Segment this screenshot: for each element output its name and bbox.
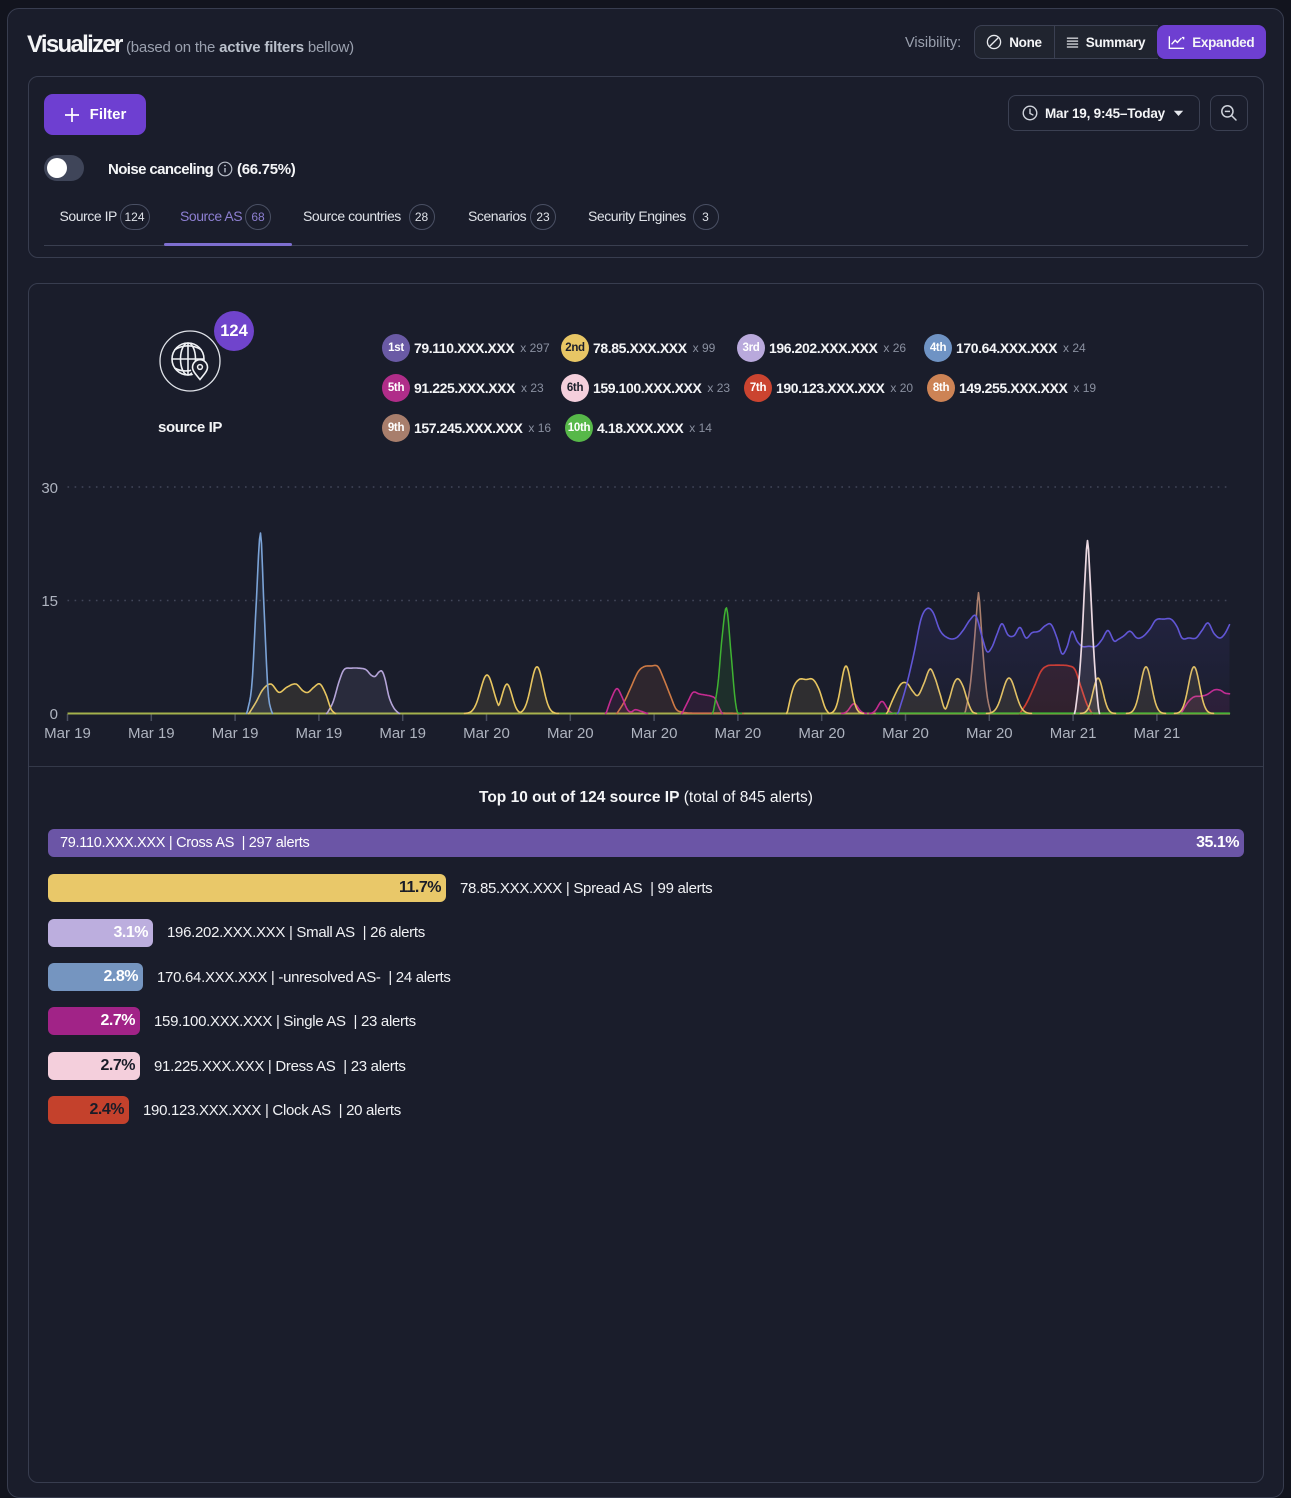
svg-text:Mar 20: Mar 20 — [463, 725, 510, 742]
svg-text:Mar 20: Mar 20 — [715, 725, 762, 742]
svg-text:Mar 20: Mar 20 — [882, 725, 929, 742]
svg-text:Mar 20: Mar 20 — [966, 725, 1013, 742]
svg-text:Mar 21: Mar 21 — [1134, 725, 1181, 742]
svg-text:Mar 19: Mar 19 — [379, 725, 426, 742]
svg-text:Mar 19: Mar 19 — [296, 725, 343, 742]
svg-text:Mar 21: Mar 21 — [1050, 725, 1097, 742]
svg-text:Mar 19: Mar 19 — [212, 725, 259, 742]
svg-text:Mar 19: Mar 19 — [44, 725, 91, 742]
svg-text:Mar 20: Mar 20 — [631, 725, 678, 742]
svg-text:Mar 20: Mar 20 — [798, 725, 845, 742]
svg-text:Mar 20: Mar 20 — [547, 725, 594, 742]
svg-text:Mar 19: Mar 19 — [128, 725, 175, 742]
